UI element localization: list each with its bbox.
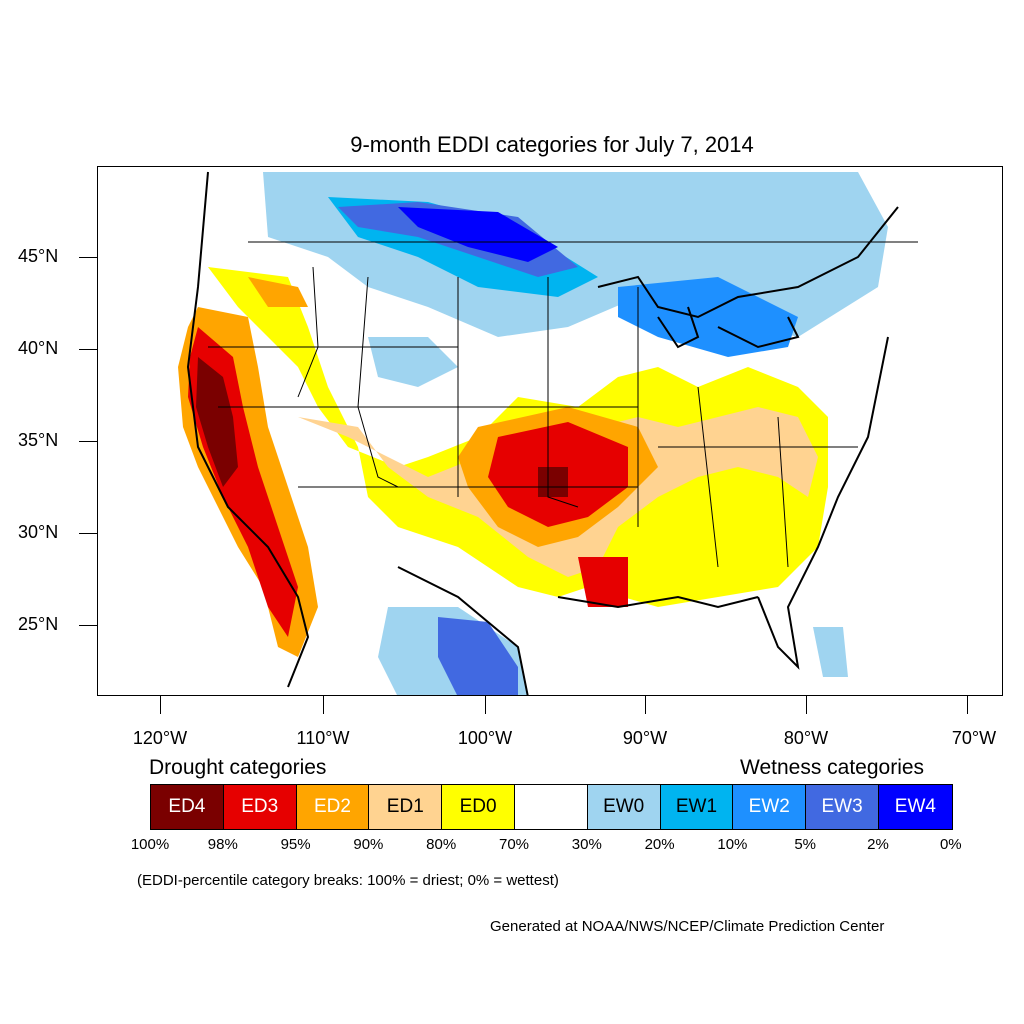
eddi-map bbox=[97, 166, 1003, 696]
lat-label-35: 35°N bbox=[18, 430, 59, 450]
percentile-break-label: 70% bbox=[498, 836, 530, 853]
category-legend: ED4 ED3 ED2 ED1 ED0 EW0 EW1 EW2 EW3 EW4 bbox=[150, 784, 953, 830]
lon-tick bbox=[645, 696, 646, 714]
legend-swatch-ew4: EW4 bbox=[878, 785, 952, 829]
map-title: 9-month EDDI categories for July 7, 2014 bbox=[350, 132, 754, 157]
lat-tick bbox=[79, 257, 97, 258]
legend-swatch-ew1: EW1 bbox=[660, 785, 734, 829]
percentile-break-label: 100% bbox=[130, 836, 170, 853]
legend-swatch-ed1: ED1 bbox=[369, 785, 443, 829]
legend-swatch-ed4: ED4 bbox=[151, 785, 224, 829]
lat-label-45: 45°N bbox=[18, 246, 59, 266]
lon-tick bbox=[323, 696, 324, 714]
percentile-break-label: 95% bbox=[280, 836, 311, 853]
lat-label-40: 40°N bbox=[18, 338, 59, 358]
legend-swatch-ew0: EW0 bbox=[587, 785, 661, 829]
lon-label-90: 90°W bbox=[622, 728, 668, 748]
legend-swatch-ed0: ED0 bbox=[442, 785, 515, 829]
us-eddi-map-graphic bbox=[178, 171, 918, 695]
percentile-break-label: 0% bbox=[939, 836, 962, 853]
percentile-break-label: 10% bbox=[717, 836, 748, 853]
lat-tick bbox=[79, 441, 97, 442]
drought-heading: Drought categories bbox=[149, 756, 327, 779]
lon-tick bbox=[806, 696, 807, 714]
percentile-break-label: 30% bbox=[571, 836, 602, 853]
percentile-break-label: 2% bbox=[867, 836, 889, 853]
percentile-break-label: 98% bbox=[207, 836, 238, 853]
lon-label-100: 100°W bbox=[457, 728, 513, 748]
legend-swatch-ed3: ED3 bbox=[223, 785, 297, 829]
percentile-break-label: 80% bbox=[426, 836, 457, 853]
wetness-heading: Wetness categories bbox=[740, 756, 925, 779]
category-note: (EDDI-percentile category breaks: 100% =… bbox=[137, 872, 559, 889]
lon-label-80: 80°W bbox=[783, 728, 829, 748]
lat-tick bbox=[79, 625, 97, 626]
percentile-break-label: 90% bbox=[353, 836, 384, 853]
legend-swatch-ew3: EW3 bbox=[806, 785, 879, 829]
legend-swatch-neutral bbox=[514, 785, 588, 829]
legend-swatch-ed2: ED2 bbox=[296, 785, 370, 829]
lon-tick bbox=[967, 696, 968, 714]
lon-tick bbox=[160, 696, 161, 714]
lat-label-25: 25°N bbox=[18, 614, 59, 634]
lat-tick bbox=[79, 349, 97, 350]
lon-label-70: 70°W bbox=[951, 728, 997, 748]
percentile-break-label: 5% bbox=[794, 836, 817, 853]
legend-swatch-ew2: EW2 bbox=[733, 785, 807, 829]
percentile-break-label: 20% bbox=[644, 836, 675, 853]
lon-label-110: 110°W bbox=[296, 728, 350, 748]
credit-line: Generated at NOAA/NWS/NCEP/Climate Predi… bbox=[490, 918, 885, 935]
lon-label-120: 120°W bbox=[132, 728, 188, 748]
lon-tick bbox=[485, 696, 486, 714]
lat-label-30: 30°N bbox=[18, 522, 59, 542]
lat-tick bbox=[79, 533, 97, 534]
